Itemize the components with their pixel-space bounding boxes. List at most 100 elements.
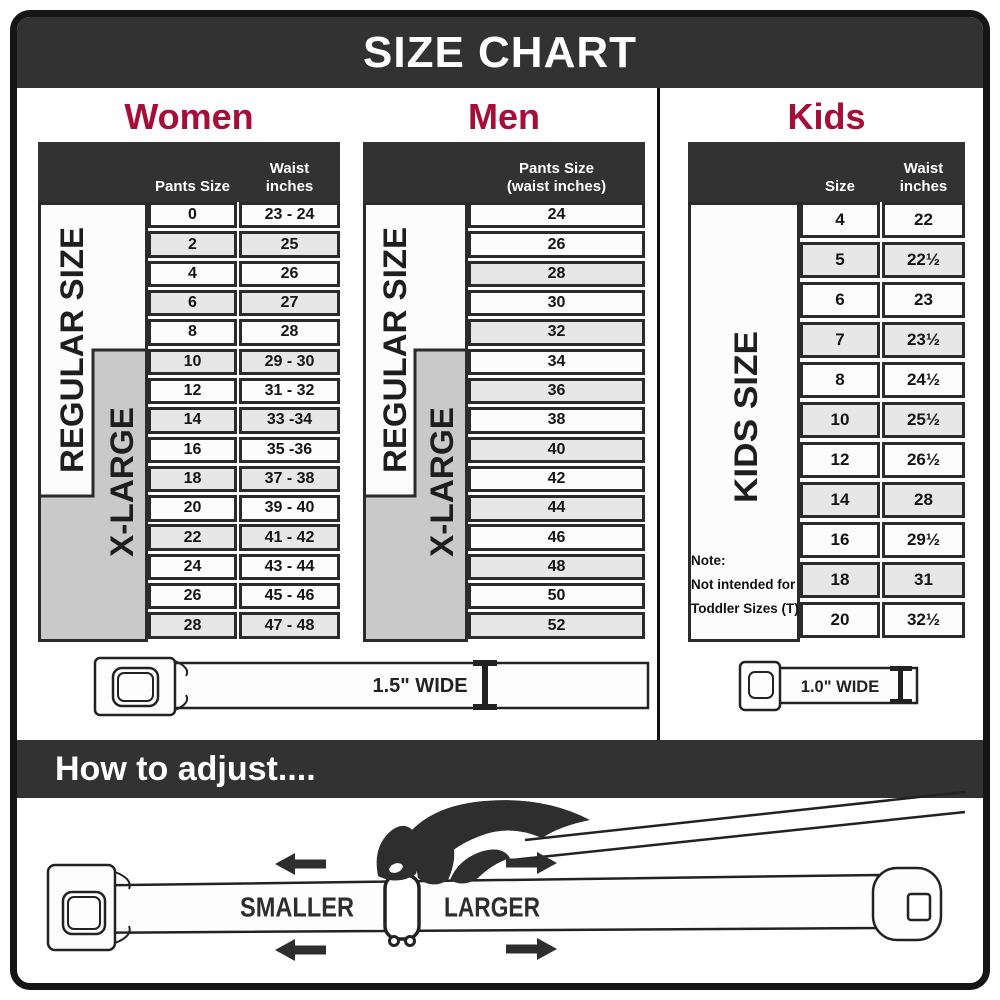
women-col-pants-size: Pants Size: [154, 178, 231, 196]
table-row: 4 22: [800, 202, 965, 238]
pants-size-cell: 18: [148, 465, 237, 493]
size-cell: 18: [800, 562, 880, 598]
buckle-button-outer: [748, 671, 774, 699]
waist-cell: 26½: [882, 442, 965, 478]
table-row: 40: [468, 436, 645, 463]
table-row: 22 41 - 42: [148, 524, 340, 551]
pants-size-cell: 22: [148, 524, 237, 551]
waist-cell: 31: [882, 562, 965, 598]
fingernail: [389, 863, 403, 873]
pants-size-cell: 42: [468, 465, 645, 493]
arrow-right-icon: [506, 938, 557, 960]
pants-size-cell: 2: [148, 231, 237, 258]
title-band: SIZE CHART: [17, 17, 983, 88]
pants-size-cell: 36: [468, 377, 645, 405]
table-row: 50: [468, 583, 645, 610]
arrow-left-icon: [275, 939, 326, 961]
table-row: 16 35 -36: [148, 436, 340, 463]
table-row: 10 29 - 30: [148, 348, 340, 375]
table-row: 20 39 - 40: [148, 495, 340, 522]
waist-cell: 22: [882, 202, 965, 238]
pants-size-cell: 32: [468, 319, 645, 346]
pants-size-cell: 26: [148, 583, 237, 610]
table-row: 28: [468, 260, 645, 288]
pants-size-cell: 50: [468, 583, 645, 610]
size-cell: 8: [800, 362, 880, 398]
buckle-button-outer: [61, 890, 107, 936]
page-title: SIZE CHART: [363, 27, 637, 77]
slider-foot: [388, 935, 400, 947]
men-size-table: 24 26 28 30 32 34 36 38 40 42 44 46 48 50 52: [468, 202, 645, 642]
kids-note: Note: Not intended for Toddler Sizes (T): [691, 549, 799, 621]
women-regular-size-label: REGULAR SIZE: [54, 227, 90, 473]
men-size-group-labels: REGULAR SIZE X-LARGE: [363, 202, 468, 642]
table-row: 10 25½: [800, 402, 965, 438]
pants-size-cell: 0: [148, 202, 237, 229]
panel-divider: [657, 88, 660, 740]
pants-size-cell: 40: [468, 436, 645, 463]
waist-cell: 26: [239, 260, 340, 288]
women-col-waist: Waist inches: [265, 159, 314, 196]
waist-cell: 25½: [882, 402, 965, 438]
table-row: 38: [468, 407, 645, 434]
kids-table-header: Size Waist inches: [688, 142, 965, 202]
pants-size-cell: 34: [468, 348, 645, 375]
waist-cell: 28: [882, 482, 965, 518]
arrow-right-icon: [506, 852, 557, 874]
width-marker-icon: [890, 666, 912, 704]
size-cell: 12: [800, 442, 880, 478]
waist-cell: 37 - 38: [239, 465, 340, 493]
table-row: 8 24½: [800, 362, 965, 398]
slider-foot: [404, 935, 416, 947]
table-row: 44: [468, 495, 645, 522]
waist-cell: 33 -34: [239, 407, 340, 434]
table-row: 14 28: [800, 482, 965, 518]
waist-cell: 29 - 30: [239, 348, 340, 375]
waist-cell: 31 - 32: [239, 377, 340, 405]
kids-note-line: Not intended for: [691, 577, 796, 592]
pants-size-cell: 24: [148, 553, 237, 581]
adjust-illustration: SMALLER LARGER: [46, 790, 966, 961]
pants-size-cell: 12: [148, 377, 237, 405]
size-cell: 16: [800, 522, 880, 558]
size-cell: 10: [800, 402, 880, 438]
kids-size-label: KIDS SIZE: [728, 331, 764, 503]
pants-size-cell: 16: [148, 436, 237, 463]
table-row: 42: [468, 465, 645, 493]
buckle-button-outer: [111, 666, 160, 708]
latch-slot: [906, 892, 932, 922]
waist-cell: 39 - 40: [239, 495, 340, 522]
size-cell: 5: [800, 242, 880, 278]
women-x-large-box: [38, 348, 148, 642]
kids-col-waist: Waist inches: [899, 159, 948, 196]
kids-belt-width-label: 1.0" WIDE: [801, 678, 879, 696]
table-row: 6 23: [800, 282, 965, 318]
table-row: 28 47 - 48: [148, 612, 340, 639]
waist-cell: 29½: [882, 522, 965, 558]
kids-size-box: [688, 202, 800, 642]
waist-cell: 22½: [882, 242, 965, 278]
size-cell: 4: [800, 202, 880, 238]
waist-cell: 35 -36: [239, 436, 340, 463]
waist-cell: 41 - 42: [239, 524, 340, 551]
table-row: 14 33 -34: [148, 407, 340, 434]
table-row: 18 31: [800, 562, 965, 598]
kids-note-line: Note:: [691, 553, 726, 568]
pants-size-cell: 46: [468, 524, 645, 551]
how-to-adjust-heading: How to adjust....: [55, 750, 316, 788]
table-row: 12 31 - 32: [148, 377, 340, 405]
waist-cell: 24½: [882, 362, 965, 398]
pulled-strap-end: [511, 790, 966, 862]
pants-size-cell: 38: [468, 407, 645, 434]
buckle-button-inner: [67, 896, 101, 930]
table-row: 26 45 - 46: [148, 583, 340, 610]
table-row: 12 26½: [800, 442, 965, 478]
size-cell: 7: [800, 322, 880, 358]
pants-size-cell: 10: [148, 348, 237, 375]
pants-size-cell: 6: [148, 289, 237, 317]
table-row: 52: [468, 612, 645, 639]
pants-size-cell: 44: [468, 495, 645, 522]
width-marker-icon: [473, 660, 497, 710]
strap-fold: [114, 871, 131, 944]
hand-illustration: [376, 800, 590, 885]
